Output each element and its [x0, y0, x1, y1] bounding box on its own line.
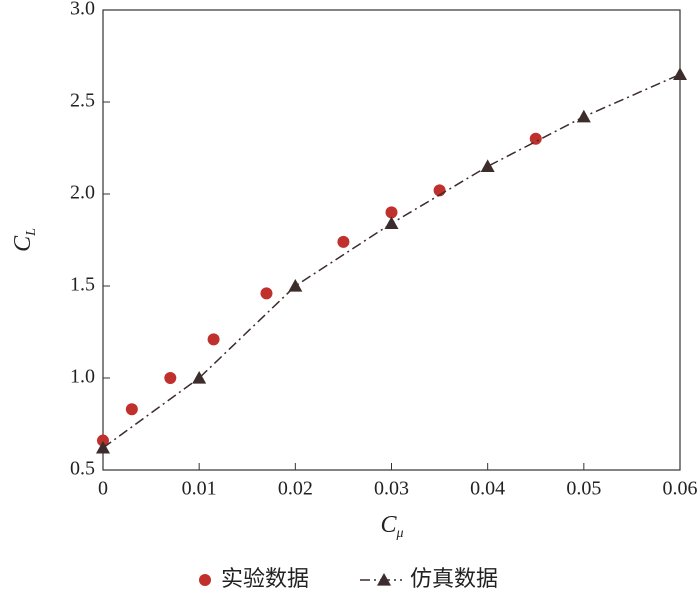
x-tick-label: 0.06	[663, 478, 698, 500]
x-axis-label: Cμ	[380, 512, 403, 542]
data-point	[288, 279, 303, 292]
x-tick-label: 0.05	[566, 478, 601, 500]
series-line	[102, 73, 681, 449]
y-tick-label: 1.5	[70, 274, 95, 296]
y-tick-label: 0.5	[70, 458, 95, 480]
data-point	[673, 67, 687, 80]
y-tick-label: 2.0	[70, 182, 95, 204]
data-point	[384, 216, 399, 230]
x-tick-label: 0.04	[470, 478, 505, 500]
data-point	[337, 235, 350, 248]
x-tick-label: 0	[98, 478, 108, 500]
data-point	[260, 287, 273, 300]
legend-marker	[377, 573, 391, 586]
plot-frame	[102, 9, 681, 471]
data-point	[207, 333, 220, 346]
data-point	[125, 403, 138, 416]
y-tick-label: 3.0	[70, 0, 95, 20]
x-tick-label: 0.01	[182, 478, 217, 500]
data-point	[529, 132, 542, 145]
x-tick-label: 0.02	[278, 478, 313, 500]
y-tick-label: 1.0	[70, 366, 95, 388]
x-tick-label: 0.03	[374, 478, 409, 500]
x-label-sub: μ	[395, 526, 403, 541]
legend-label: 实验数据	[221, 567, 309, 592]
y-label-main: C	[10, 235, 36, 252]
data-point	[385, 206, 398, 219]
y-label-sub: L	[24, 228, 39, 237]
data-point	[576, 109, 591, 123]
data-point	[164, 372, 177, 384]
legend-marker	[199, 574, 211, 586]
x-label-main: C	[380, 512, 397, 538]
y-axis-label: CL	[10, 228, 40, 252]
legend-label: 仿真数据	[410, 567, 498, 592]
data-point	[97, 434, 109, 447]
y-tick-label: 2.5	[70, 90, 95, 112]
data-point	[96, 440, 110, 454]
data-point	[192, 371, 207, 384]
data-point	[480, 159, 495, 172]
